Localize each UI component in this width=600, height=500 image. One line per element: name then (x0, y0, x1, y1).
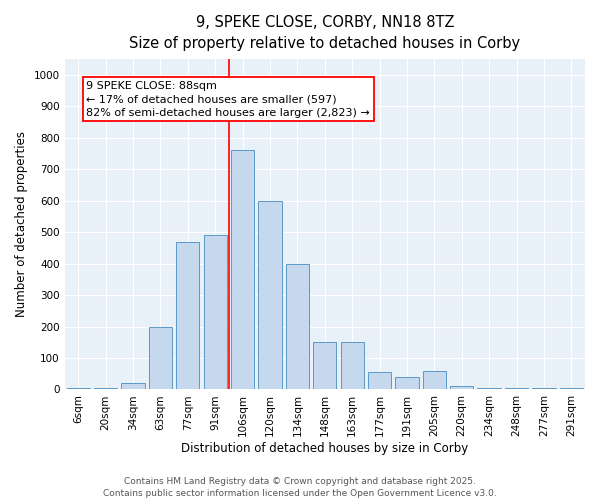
Bar (395, 377, 419, 390)
Bar (203, 236, 227, 390)
X-axis label: Distribution of detached houses by size in Corby: Distribution of detached houses by size … (181, 442, 469, 455)
Bar (94, 388, 117, 390)
Y-axis label: Number of detached properties: Number of detached properties (15, 132, 28, 318)
Bar (176, 242, 199, 390)
Bar (532, 388, 556, 390)
Bar (149, 326, 172, 390)
Bar (231, 150, 254, 390)
Text: 9 SPEKE CLOSE: 88sqm
← 17% of detached houses are smaller (597)
82% of semi-deta: 9 SPEKE CLOSE: 88sqm ← 17% of detached h… (86, 81, 370, 118)
Bar (505, 388, 528, 390)
Text: Contains HM Land Registry data © Crown copyright and database right 2025.
Contai: Contains HM Land Registry data © Crown c… (103, 476, 497, 498)
Bar (368, 372, 391, 390)
Bar (259, 200, 281, 390)
Bar (67, 388, 90, 390)
Bar (341, 342, 364, 390)
Bar (560, 388, 583, 390)
Bar (450, 386, 473, 390)
Bar (478, 388, 501, 390)
Bar (121, 383, 145, 390)
Bar (286, 264, 309, 390)
Bar (422, 370, 446, 390)
Bar (313, 342, 337, 390)
Title: 9, SPEKE CLOSE, CORBY, NN18 8TZ
Size of property relative to detached houses in : 9, SPEKE CLOSE, CORBY, NN18 8TZ Size of … (129, 15, 520, 51)
